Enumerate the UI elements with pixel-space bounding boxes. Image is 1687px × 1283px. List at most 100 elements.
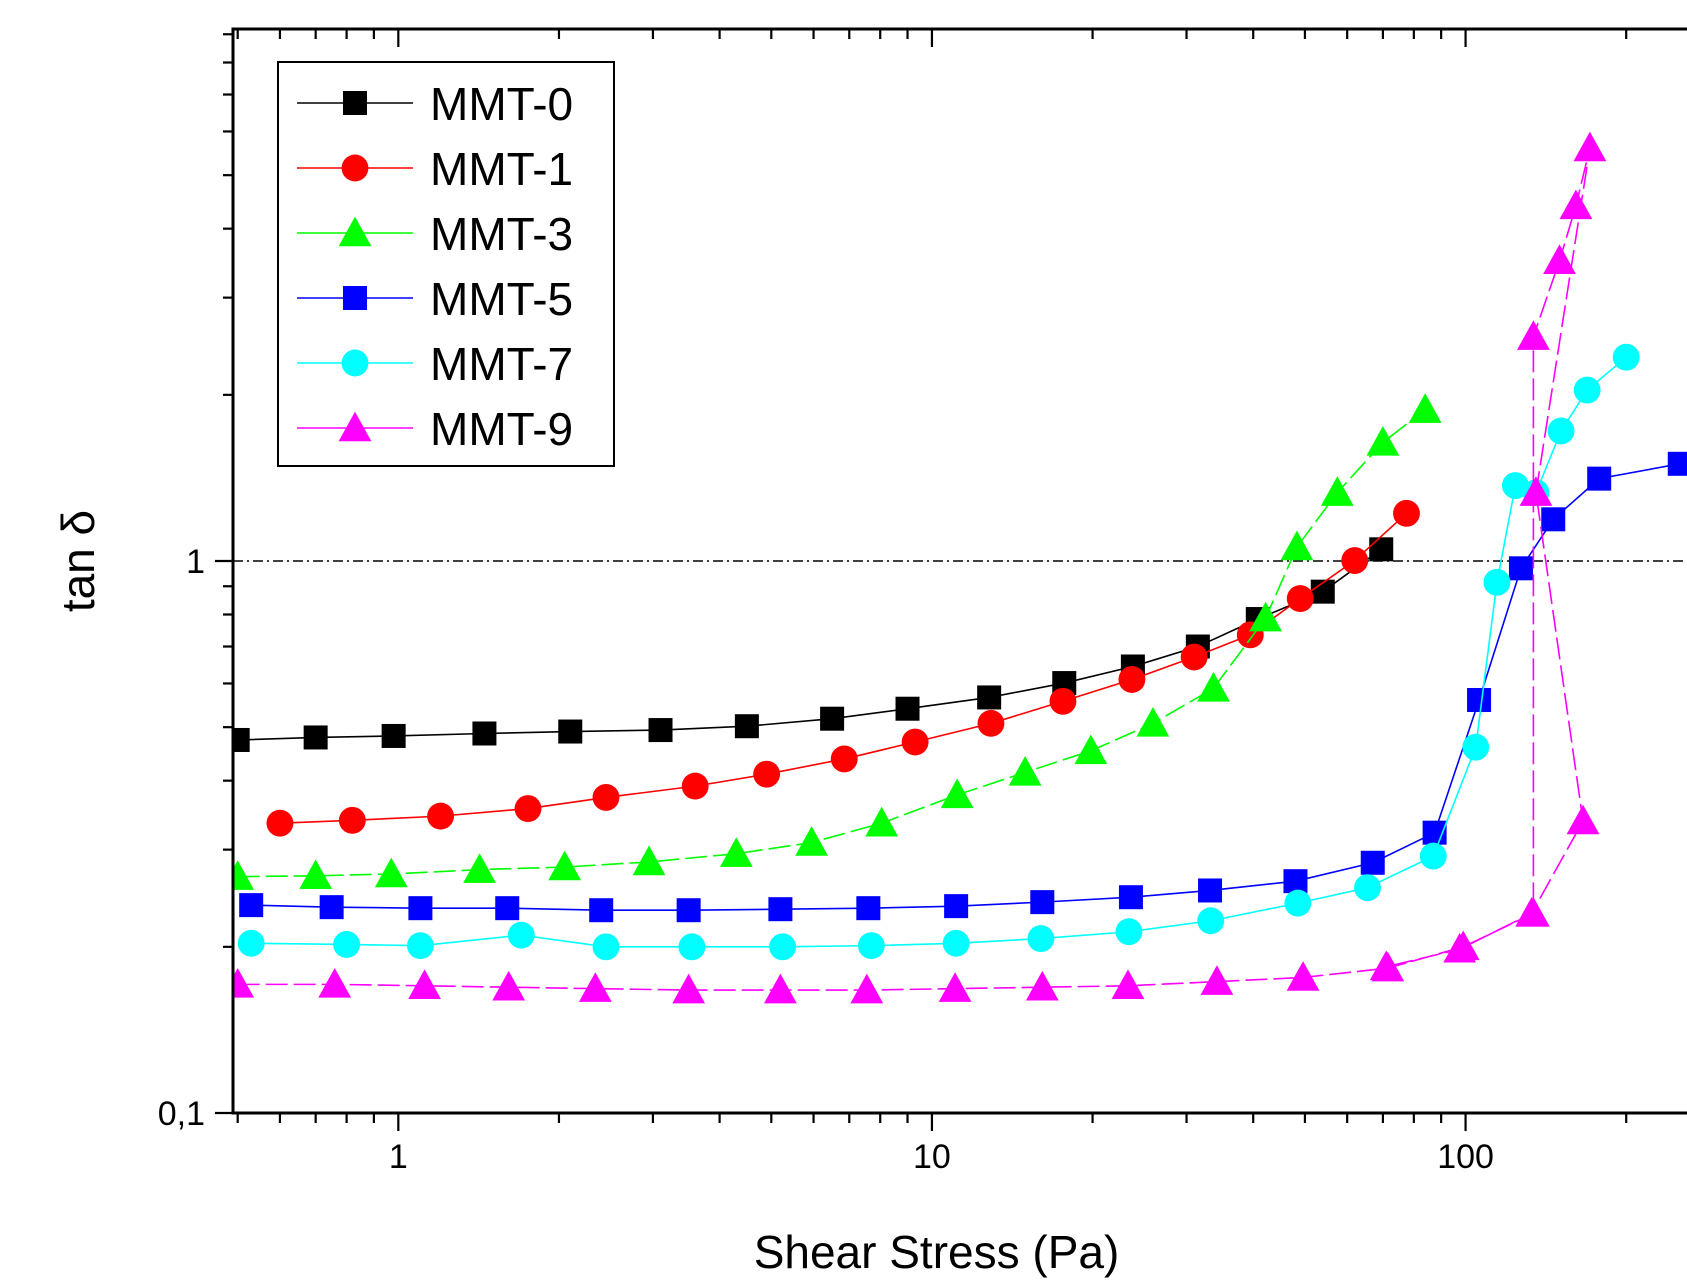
data-point-mmt-5-7 xyxy=(768,897,793,922)
legend-marker-mmt-1 xyxy=(341,154,369,182)
data-point-mmt-0-7 xyxy=(734,714,759,739)
legend-label-mmt-7: MMT-7 xyxy=(430,338,573,390)
data-point-mmt-3-1 xyxy=(233,860,255,890)
data-point-mmt-5-13 xyxy=(1283,869,1308,894)
data-point-mmt-9-6 xyxy=(672,973,706,1004)
data-point-mmt-9-4 xyxy=(492,970,526,1001)
data-point-mmt-1-8 xyxy=(830,745,858,773)
data-point-mmt-7-8 xyxy=(857,932,885,960)
x-tick-label-100: 100 xyxy=(1437,1138,1494,1176)
data-point-mmt-7-21 xyxy=(1573,376,1601,404)
legend-entry-mmt-3: MMT-3 xyxy=(297,208,573,260)
data-point-mmt-5-5 xyxy=(589,898,614,923)
data-point-mmt-9-25 xyxy=(1369,950,1403,981)
y-tick-label-1: 1 xyxy=(186,543,205,581)
data-point-mmt-1-17 xyxy=(1393,499,1420,527)
legend-label-mmt-3: MMT-3 xyxy=(430,208,573,260)
data-point-mmt-3-11 xyxy=(1008,756,1042,786)
data-point-mmt-3-3 xyxy=(374,857,408,888)
legend: MMT-0 MMT-1 MMT-3 MMT-5 MMT-7 MMT-9 xyxy=(277,61,615,467)
data-point-mmt-9-7 xyxy=(764,973,797,1004)
legend-marker-mmt-3 xyxy=(338,216,372,247)
data-point-mmt-9-9 xyxy=(938,972,972,1002)
data-point-mmt-9-1 xyxy=(233,968,255,998)
data-point-mmt-7-1 xyxy=(237,929,265,957)
data-point-mmt-3-18 xyxy=(1366,426,1400,456)
data-point-mmt-7-22 xyxy=(1612,343,1640,371)
data-point-mmt-3-4 xyxy=(463,853,496,883)
series-mmt-9 xyxy=(233,131,1607,1004)
legend-label-mmt-1: MMT-1 xyxy=(430,143,573,195)
data-point-mmt-5-19 xyxy=(1587,466,1612,491)
data-point-mmt-3-10 xyxy=(940,778,974,809)
data-point-mmt-0-16 xyxy=(1369,537,1394,562)
data-point-mmt-5-1 xyxy=(239,893,264,918)
data-point-mmt-9-12 xyxy=(1200,965,1234,995)
data-point-mmt-1-2 xyxy=(338,806,366,834)
data-point-mmt-5-20 xyxy=(1667,451,1687,476)
x-tick-label-10: 10 xyxy=(913,1138,951,1176)
legend-label-mmt-0: MMT-0 xyxy=(430,78,573,130)
data-point-mmt-9-10 xyxy=(1025,970,1059,1001)
data-point-mmt-3-9 xyxy=(865,806,899,837)
x-tick-label-1: 1 xyxy=(389,1138,408,1176)
data-point-mmt-5-16 xyxy=(1467,688,1492,713)
data-point-mmt-5-2 xyxy=(319,895,344,920)
data-point-mmt-1-13 xyxy=(1180,643,1208,671)
data-point-mmt-0-1 xyxy=(233,727,250,752)
data-point-mmt-9-5 xyxy=(578,972,612,1002)
data-point-mmt-7-13 xyxy=(1284,889,1312,917)
legend-marker-mmt-9 xyxy=(338,411,372,442)
data-point-mmt-5-6 xyxy=(676,898,701,923)
series-layer xyxy=(233,131,1687,1004)
data-point-mmt-9-17 xyxy=(1517,320,1550,350)
data-point-mmt-1-4 xyxy=(514,795,542,823)
data-point-mmt-5-11 xyxy=(1118,885,1143,910)
data-point-mmt-3-7 xyxy=(719,837,753,867)
data-point-mmt-7-17 xyxy=(1483,568,1511,596)
series-mmt-5 xyxy=(239,451,1687,923)
data-point-mmt-0-10 xyxy=(977,685,1002,710)
data-point-mmt-7-15 xyxy=(1419,842,1447,870)
series-mmt-7 xyxy=(237,343,1640,961)
series-mmt-3 xyxy=(233,393,1442,890)
data-point-mmt-7-11 xyxy=(1115,918,1143,946)
data-point-mmt-0-3 xyxy=(381,723,406,748)
data-point-mmt-0-5 xyxy=(558,719,583,744)
data-point-mmt-3-16 xyxy=(1280,530,1314,561)
data-point-mmt-7-9 xyxy=(942,929,970,957)
data-point-mmt-1-1 xyxy=(266,809,294,837)
data-point-mmt-1-7 xyxy=(753,760,781,788)
data-point-mmt-3-13 xyxy=(1136,706,1170,737)
legend-marker-mmt-0 xyxy=(343,91,367,115)
data-point-mmt-3-2 xyxy=(299,859,333,890)
data-point-mmt-0-2 xyxy=(303,725,328,750)
data-point-mmt-9-8 xyxy=(850,973,884,1004)
data-point-mmt-0-8 xyxy=(820,706,845,731)
data-point-mmt-7-14 xyxy=(1354,874,1381,902)
legend-entry-mmt-1: MMT-1 xyxy=(297,143,573,195)
data-point-mmt-9-21 xyxy=(1519,476,1553,506)
data-point-mmt-5-18 xyxy=(1541,507,1566,532)
data-point-mmt-9-19 xyxy=(1559,189,1593,220)
data-point-mmt-5-9 xyxy=(944,894,969,919)
data-point-mmt-1-10 xyxy=(977,709,1005,737)
y-tick-label-0,1: 0,1 xyxy=(158,1095,205,1133)
data-point-mmt-1-12 xyxy=(1118,666,1146,693)
data-point-mmt-5-12 xyxy=(1198,878,1223,903)
data-point-mmt-1-16 xyxy=(1341,547,1369,574)
data-point-mmt-0-9 xyxy=(895,696,920,721)
data-point-mmt-0-6 xyxy=(648,718,673,743)
data-point-mmt-3-5 xyxy=(548,850,582,881)
data-point-mmt-7-20 xyxy=(1547,417,1575,445)
legend-box xyxy=(277,61,615,467)
series-line-mmt-5 xyxy=(251,463,1680,912)
data-point-mmt-3-14 xyxy=(1197,671,1230,702)
data-point-mmt-1-3 xyxy=(427,802,455,830)
data-point-mmt-7-12 xyxy=(1197,907,1225,935)
data-point-mmt-3-15 xyxy=(1249,601,1282,632)
data-point-mmt-9-11 xyxy=(1111,969,1145,1000)
data-point-mmt-7-10 xyxy=(1027,925,1055,953)
data-point-mmt-7-6 xyxy=(678,933,706,961)
